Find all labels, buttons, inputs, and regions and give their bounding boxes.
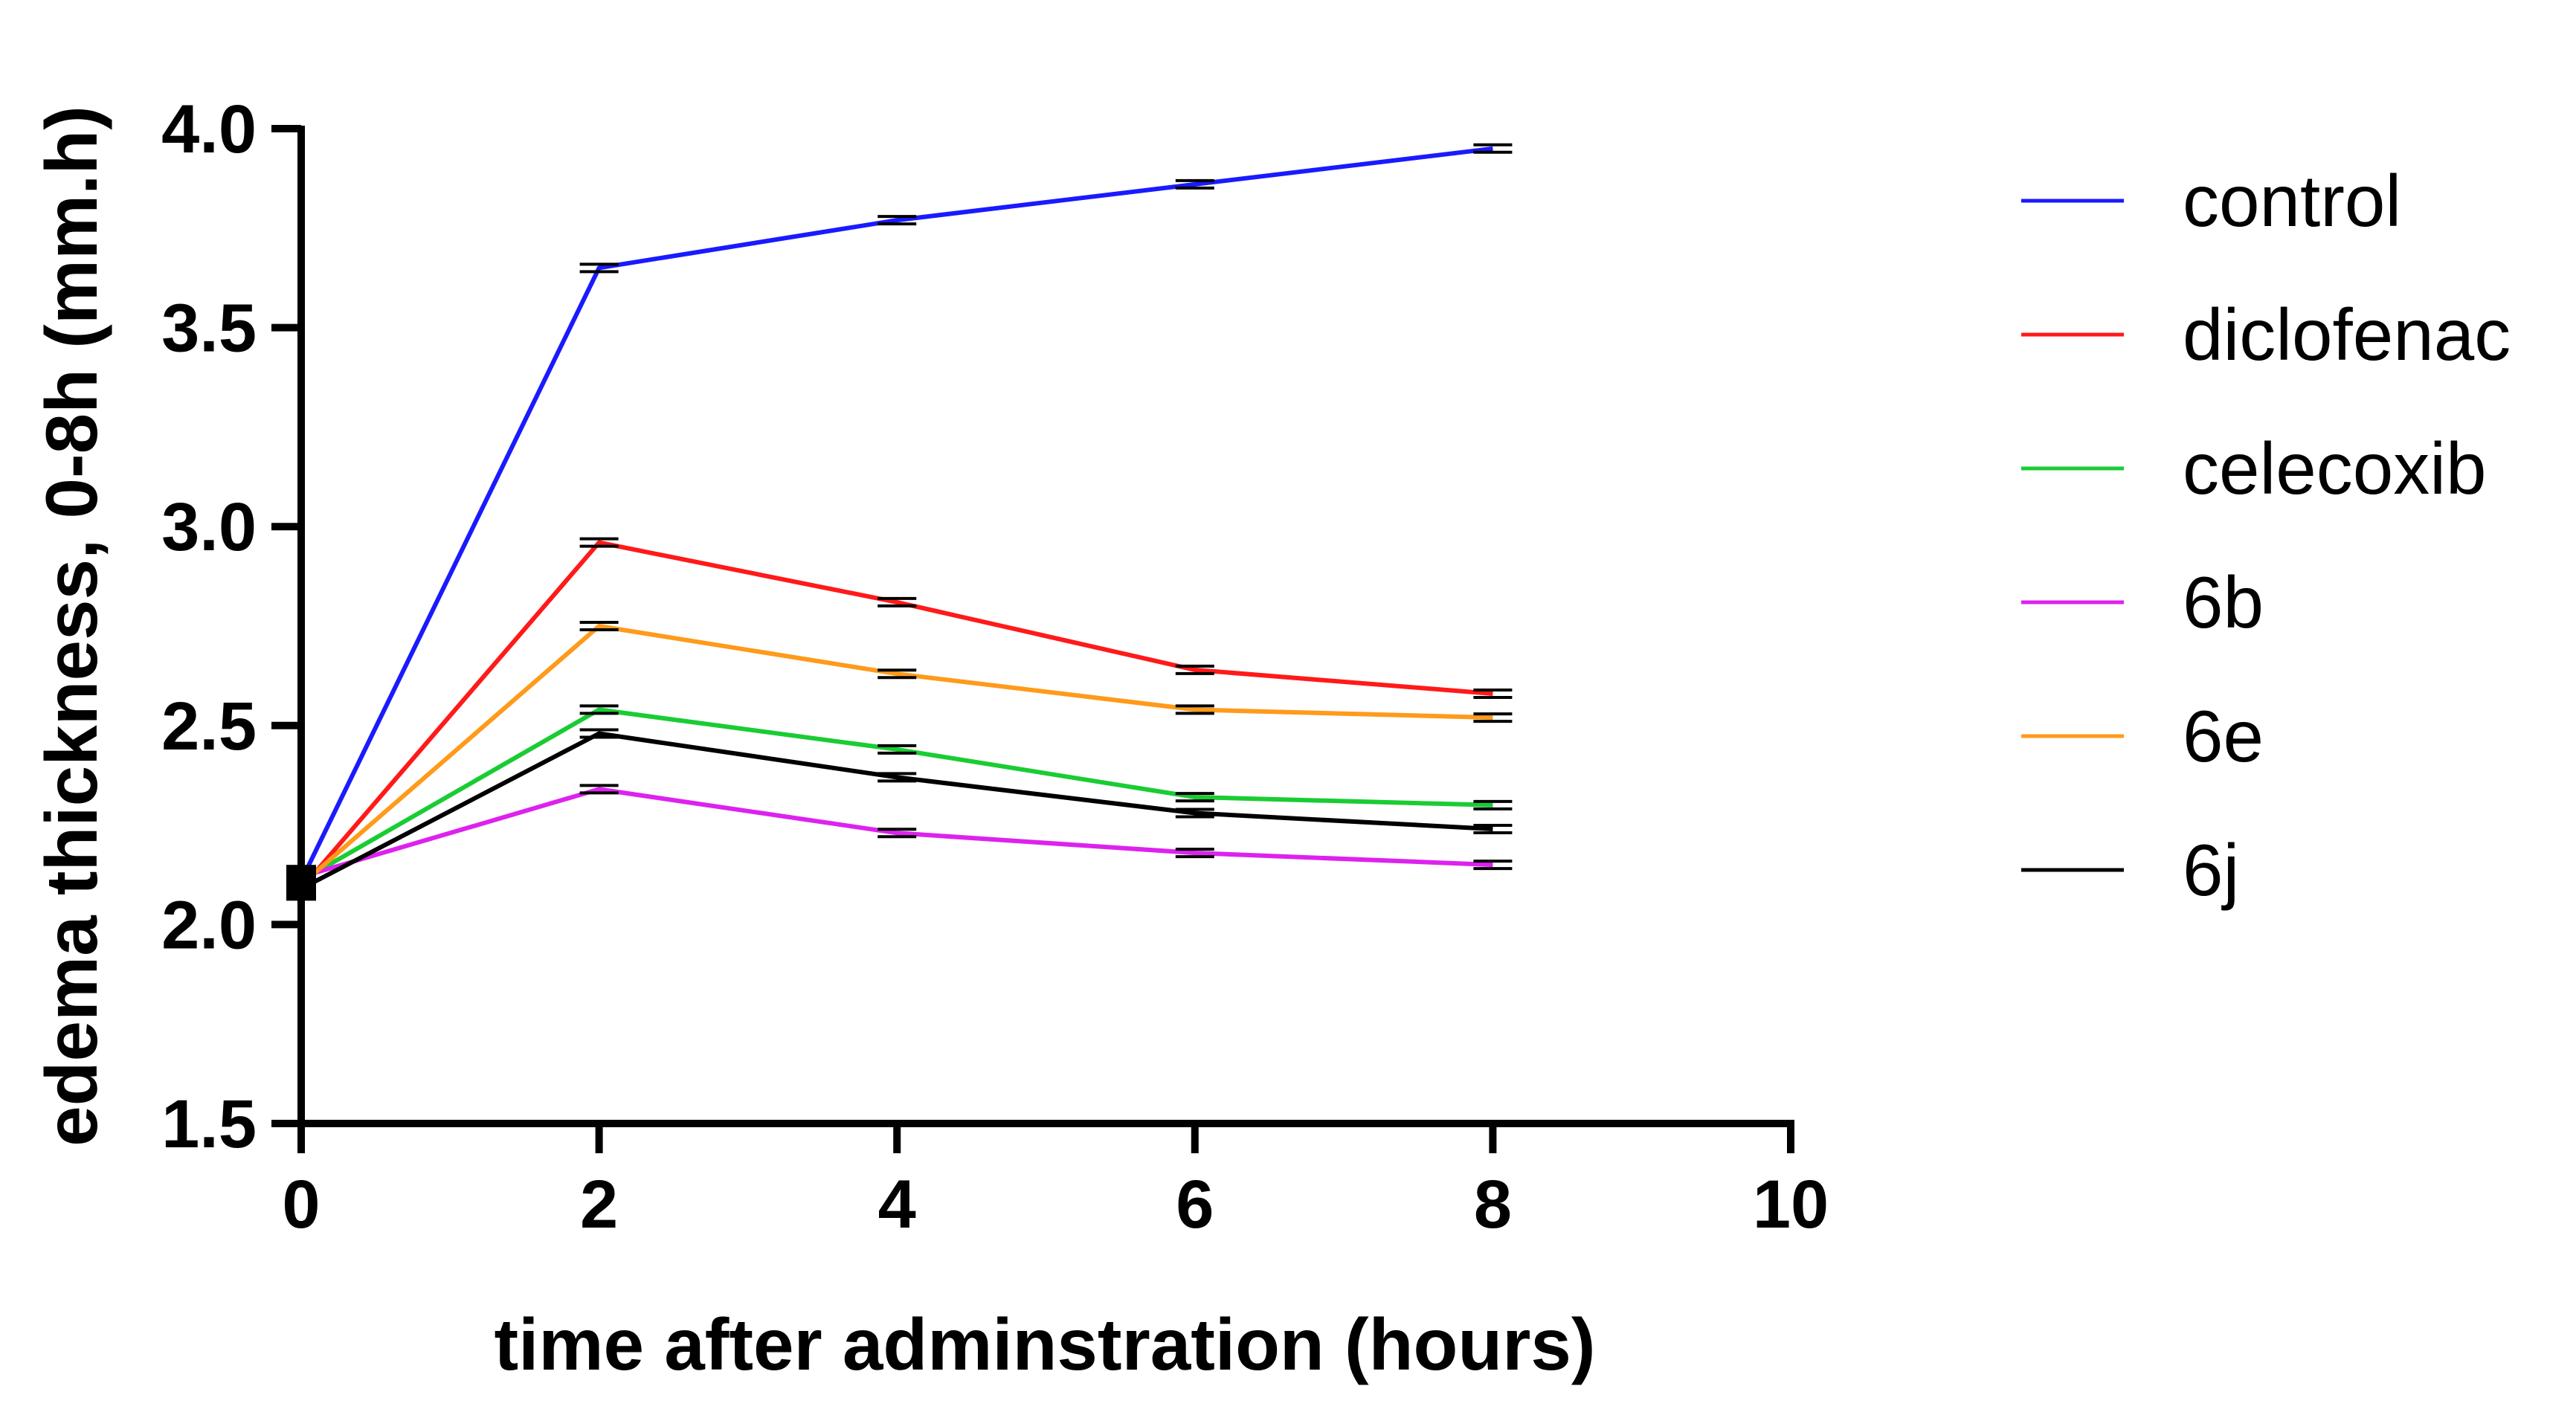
series-line-celecoxib	[300, 707, 1493, 883]
legend-item-6b: 6b	[2021, 561, 2264, 643]
legend-label-control: control	[2183, 160, 2401, 242]
series-line-control	[299, 146, 1493, 882]
series-line-diclofenac	[299, 540, 1493, 891]
x-tick-label-0: 0	[282, 1167, 320, 1242]
x-tick-label-8: 8	[1474, 1167, 1512, 1242]
y-tick-label-1.5: 1.5	[161, 1086, 257, 1162]
y-axis-title: edema thickness, 0-8h (mm.h)	[30, 106, 112, 1147]
legend-label-diclofenac: diclofenac	[2183, 294, 2511, 375]
y-tick-label-3.0: 3.0	[161, 489, 257, 565]
x-tick-label-6: 6	[1176, 1167, 1214, 1242]
legend-label-celecoxib: celecoxib	[2183, 428, 2487, 509]
x-tick-label-10: 10	[1753, 1167, 1829, 1242]
legend-item-6j: 6j	[2021, 829, 2239, 911]
legend-item-control: control	[2021, 160, 2401, 242]
x-tick-label-2: 2	[580, 1167, 618, 1242]
series-layer	[299, 146, 1493, 891]
x-tick-label-4: 4	[878, 1167, 916, 1242]
tick-label-layer: 1.5 2.0 2.5 3.0 3.5 4.0 0 2 4 6 8 10	[161, 91, 1829, 1242]
y-tick-label-3.5: 3.5	[161, 291, 257, 367]
legend-item-6e: 6e	[2021, 695, 2264, 777]
y-tick-label-4.0: 4.0	[161, 91, 257, 167]
legend-item-diclofenac: diclofenac	[2021, 294, 2511, 375]
legend: control diclofenac celecoxib 6b 6e 6j	[2021, 160, 2511, 911]
y-tick-label-2.5: 2.5	[161, 689, 257, 764]
y-tick-label-2.0: 2.0	[161, 887, 257, 963]
legend-label-6b: 6b	[2183, 561, 2264, 643]
series-line-6e	[300, 624, 1493, 887]
legend-label-6e: 6e	[2183, 695, 2264, 777]
errorbar-layer	[286, 143, 1513, 901]
series-line-6b	[300, 787, 1493, 880]
series-line-6j	[300, 731, 1493, 891]
legend-item-celecoxib: celecoxib	[2021, 428, 2487, 509]
legend-label-6j: 6j	[2183, 829, 2239, 911]
axes-layer	[271, 125, 1794, 1153]
x-axis-title: time after adminstration (hours)	[494, 1303, 1595, 1385]
